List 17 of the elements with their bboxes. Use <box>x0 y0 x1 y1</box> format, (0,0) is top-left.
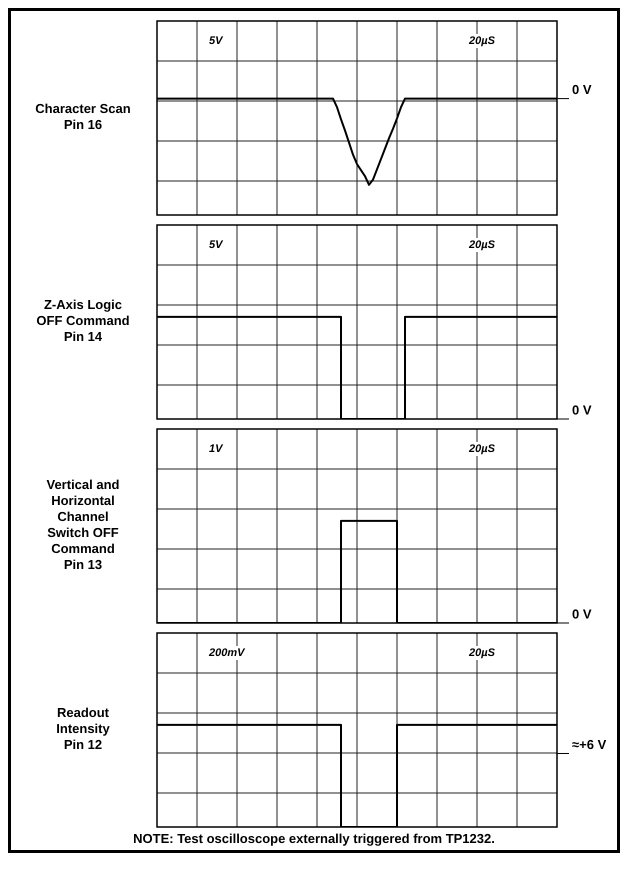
text: 200mV <box>208 647 246 660</box>
text: 20µS <box>468 443 496 456</box>
ref-line-label: 0 V <box>572 402 592 418</box>
text: NOTE: Test oscilloscope externally triggered from TP1232. <box>132 831 496 846</box>
y-axis-title: Vertical and Horizontal Channel Switch OFF Command Pin 13 <box>46 477 120 573</box>
text: 20µS <box>468 35 496 48</box>
text: 5V <box>209 35 224 48</box>
ref-line-label: ≈+6 V <box>572 737 607 752</box>
text: 5V <box>209 239 224 252</box>
text: 20µS <box>468 239 496 252</box>
ref-line-label: 0 V <box>572 606 592 622</box>
y-axis-title: Readout Intensity Pin 12 <box>55 705 111 753</box>
y-axis-title: Z-Axis Logic OFF Command Pin 14 <box>35 297 131 345</box>
y-axis-title: Character Scan Pin 16 <box>34 101 132 133</box>
text: 20µS <box>468 647 496 660</box>
text: 1V <box>209 443 224 456</box>
ref-line-label: 0 V <box>572 82 592 98</box>
